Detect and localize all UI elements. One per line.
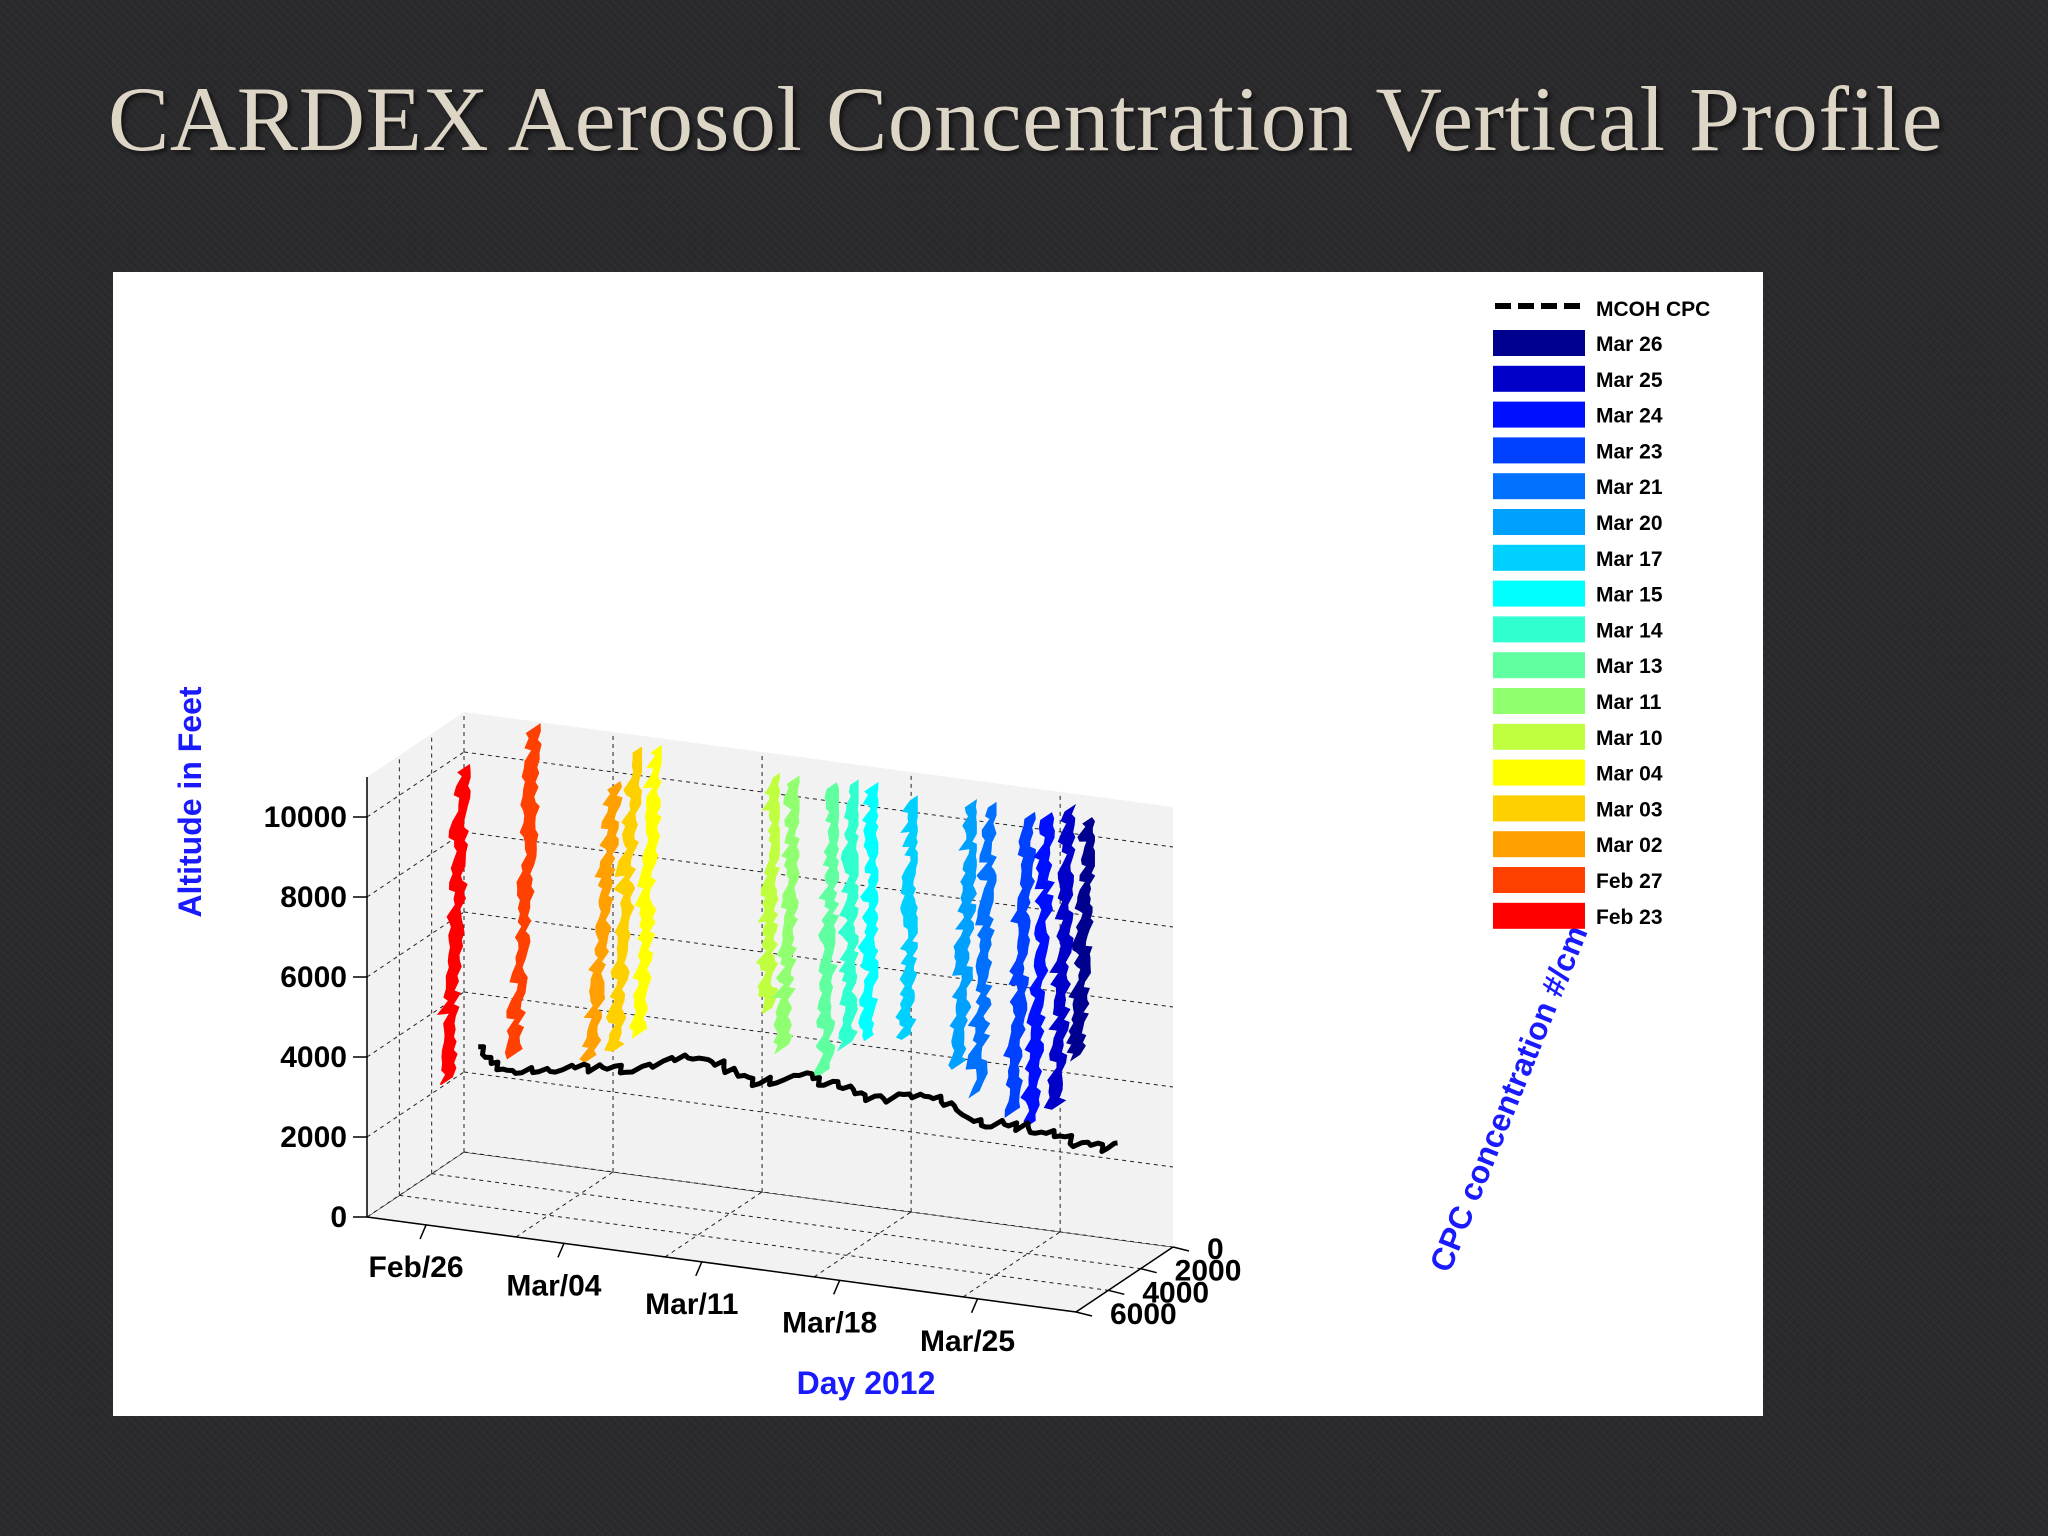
axes [366, 777, 1174, 1313]
z-tick-label: 2000 [1175, 1255, 1242, 1288]
x-tick-mark [557, 1243, 565, 1258]
legend [1493, 303, 1585, 929]
profile-ribbon [1020, 812, 1055, 1128]
legend-swatch [1493, 544, 1585, 571]
x-axis-label: Day 2012 [797, 1365, 936, 1401]
legend-label: Mar 23 [1596, 440, 1663, 463]
x-tick-label: Mar/04 [506, 1269, 601, 1302]
legend-label: Mar 14 [1596, 619, 1663, 642]
legend-swatch [1493, 831, 1585, 858]
x-tick-label: Mar/25 [920, 1325, 1015, 1358]
mcoh-cpc-line [478, 1044, 1118, 1154]
profile-ribbon [857, 781, 879, 1042]
profile-ribbon [1066, 817, 1096, 1062]
legend-swatch [1493, 867, 1585, 893]
chart-3d-plot: 0200040006000800010000Feb/26Mar/04Mar/11… [172, 298, 1710, 1401]
legend-swatch [1493, 437, 1585, 464]
legend-swatch [1493, 902, 1585, 929]
legend-label: Mar 21 [1596, 476, 1663, 499]
profile-ribbon [436, 763, 471, 1086]
z-tick-mark [1108, 1289, 1125, 1296]
y-tick-label: 8000 [280, 881, 347, 914]
y-tick-label: 6000 [280, 961, 347, 994]
legend-label: Mar 02 [1596, 834, 1663, 857]
chart-figure: 0 2000 4000 6000 8000 10000 Feb/26 Mar/04 Mar/11… [113, 272, 1763, 1416]
grid-line-floor-day [962, 1231, 1061, 1298]
profile-ribbon [1003, 811, 1036, 1118]
profile-ribbon [813, 782, 840, 1080]
legend-label: Mar 25 [1596, 369, 1663, 392]
legend-label: Mar 03 [1596, 798, 1663, 821]
legend-label: Mar 20 [1596, 512, 1663, 535]
profile-ribbon [895, 795, 918, 1040]
profile-ribbon [628, 744, 662, 1039]
grid-line-floor-day [664, 1191, 763, 1258]
legend-swatch [1493, 401, 1585, 428]
plot-back-wall [464, 712, 1173, 1247]
legend-label: Feb 23 [1596, 906, 1663, 929]
legend-label: Mar 11 [1596, 691, 1662, 714]
z-tick-label: 6000 [1110, 1298, 1177, 1331]
legend-swatch [1493, 688, 1585, 714]
x-tick-label: Feb/26 [369, 1251, 464, 1284]
z-tick-label: 0 [1207, 1233, 1224, 1266]
legend-label: Mar 10 [1596, 727, 1663, 750]
x-tick-mark [832, 1280, 841, 1295]
x-axis-line [366, 1216, 1077, 1313]
legend-swatch [1493, 365, 1585, 392]
legend-label: Mar 26 [1596, 333, 1663, 356]
legend-mcoh-label: MCOH CPC [1596, 298, 1710, 321]
z-tick-mark [1140, 1267, 1157, 1274]
grid-line-left-alt [366, 831, 465, 898]
x-tick-label: Mar/18 [782, 1306, 877, 1339]
z-tick-mark [1172, 1246, 1190, 1252]
slide-title: CARDEX Aerosol Concentration Vertical Pr… [108, 68, 1943, 170]
x-tick-label: Mar/11 [645, 1288, 738, 1321]
profile-ribbons [436, 723, 1096, 1128]
legend-swatch [1493, 580, 1585, 607]
legend-swatch [1493, 509, 1585, 535]
grid-line-left-alt [366, 911, 465, 978]
x-tick-mark [695, 1261, 703, 1277]
y-tick-label: 2000 [280, 1121, 347, 1154]
z-tick-mark [1075, 1311, 1093, 1317]
profile-ribbon [965, 801, 997, 1099]
x-tick-mark [970, 1298, 979, 1314]
legend-swatch [1493, 616, 1585, 643]
profile-ribbon [771, 775, 800, 1055]
profile-ribbon [837, 779, 859, 1052]
legend-swatch [1493, 795, 1585, 822]
y-tick-label: 10000 [264, 801, 347, 834]
legend-label: Mar 24 [1596, 405, 1663, 428]
grid-line-left-alt [366, 1071, 465, 1138]
legend-swatch [1493, 473, 1585, 500]
z-axis-label: CPC concentration #/cm3 [1418, 907, 1599, 1277]
x-tick-mark [419, 1224, 427, 1240]
y-tick-label: 0 [330, 1201, 347, 1234]
legend-label: Mar 17 [1596, 548, 1663, 571]
legend-label: Feb 27 [1596, 870, 1663, 893]
profile-ribbon [1043, 803, 1077, 1110]
legend-label: Mar 15 [1596, 584, 1663, 607]
z-axis-line [1075, 1246, 1174, 1313]
plot-left-wall [367, 712, 464, 1217]
profile-ribbon [504, 723, 542, 1060]
legend-swatch [1493, 759, 1585, 786]
legend-swatch [1493, 330, 1585, 356]
grid-line-floor-day [813, 1211, 912, 1278]
legend-swatch [1493, 652, 1585, 679]
profile-ribbon [755, 772, 781, 1015]
legend-swatch [1493, 723, 1585, 750]
z-tick-label: 4000 [1142, 1276, 1209, 1309]
legend-label: Mar 04 [1596, 763, 1663, 786]
profile-ribbon [579, 780, 623, 1063]
grid-line-left-alt [366, 751, 465, 818]
profile-ribbon [948, 799, 978, 1070]
grid-line-floor-day [515, 1171, 614, 1238]
profile-ribbon [604, 746, 643, 1052]
y-tick-label: 4000 [280, 1041, 347, 1074]
y-axis-label: Altitude in Feet [172, 686, 208, 917]
grid-line-floor-day [366, 1151, 465, 1218]
legend-label: Mar 13 [1596, 655, 1663, 678]
